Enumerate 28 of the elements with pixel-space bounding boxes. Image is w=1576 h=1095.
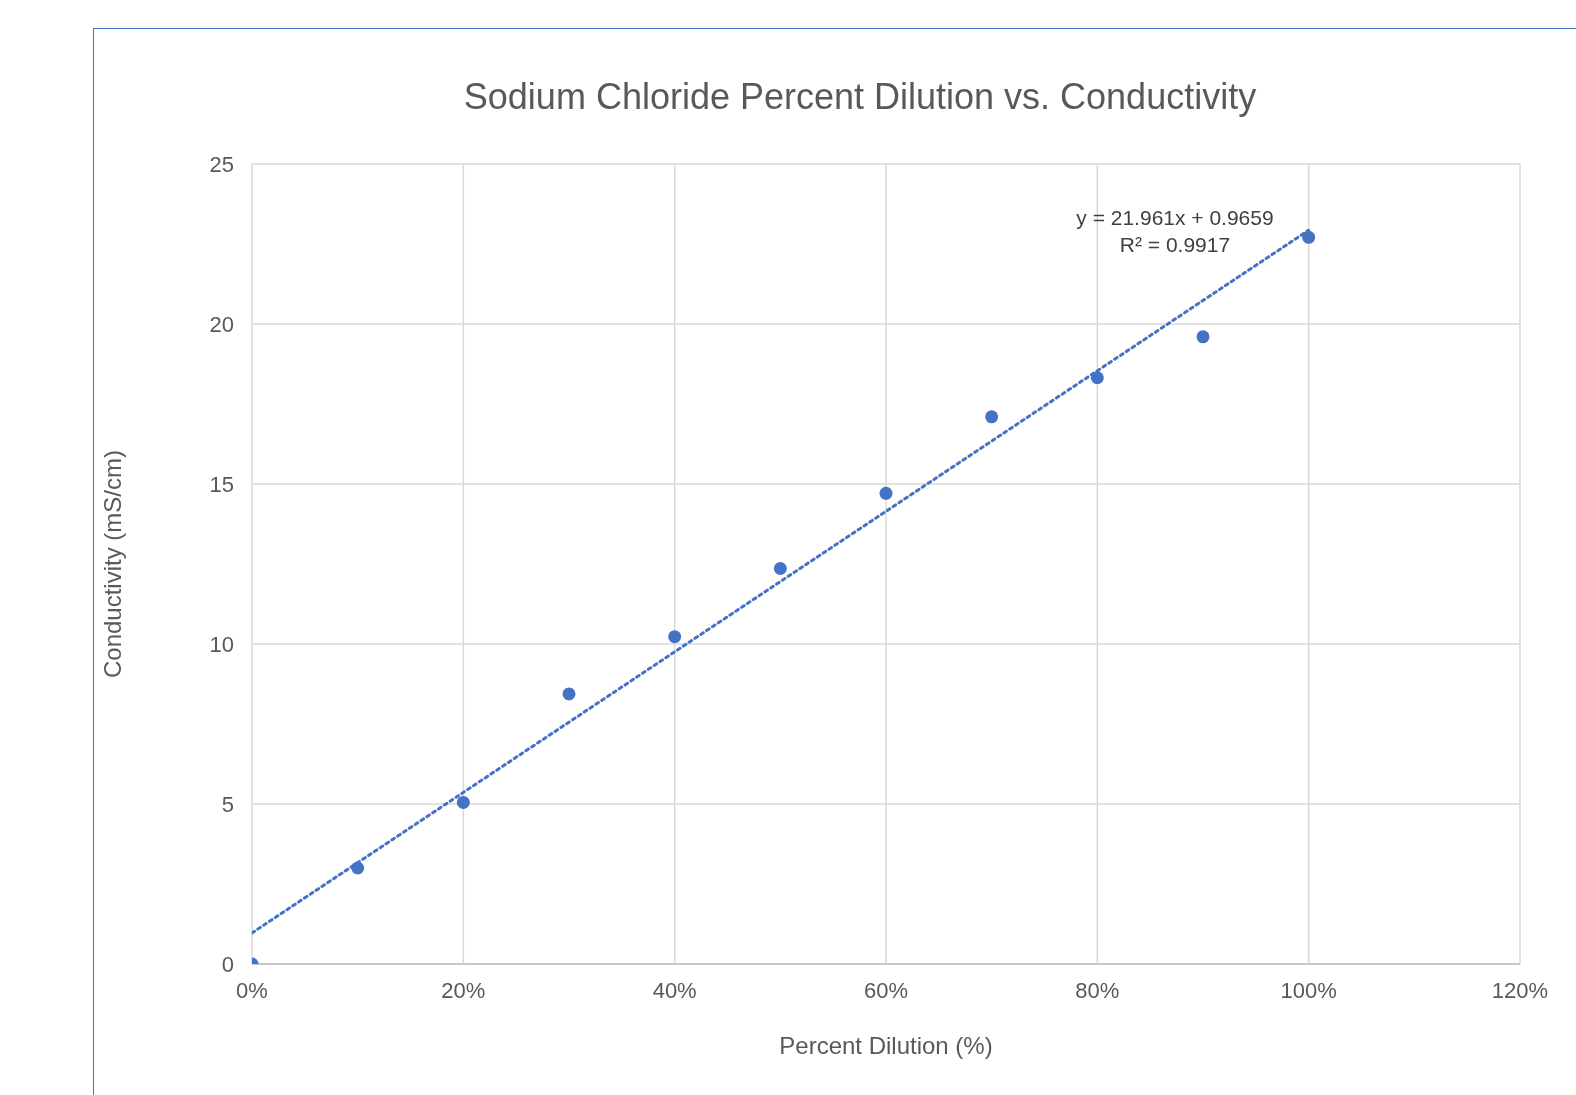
x-tick-label: 80%	[1075, 977, 1120, 1003]
point	[1196, 330, 1210, 344]
x-tick-label: 60%	[863, 977, 909, 1003]
x-tick-label: 120%	[1491, 977, 1549, 1003]
point	[879, 486, 893, 500]
y-axis-title: Conductivity (mS/cm)	[98, 449, 126, 679]
x-axis-title: Percent Dilution (%)	[779, 1032, 993, 1059]
chart-title: Sodium Chloride Percent Dilution vs. Conductivity	[462, 76, 1258, 118]
y-tick-label: 10	[209, 631, 234, 657]
y-tick-label: 20	[209, 311, 234, 337]
x-tick-label: 40%	[652, 977, 697, 1003]
point	[456, 795, 470, 809]
point	[562, 687, 576, 701]
annotation: R² = 0.9917	[1118, 232, 1232, 258]
y-tick-label: 5	[221, 791, 234, 817]
x-tick-label: 20%	[441, 977, 486, 1003]
y-tick-label: 0	[221, 951, 234, 977]
point	[1302, 230, 1316, 244]
point	[668, 630, 682, 644]
y-tick-label: 25	[209, 151, 234, 177]
point	[773, 561, 787, 575]
x-tick-label: 0%	[236, 977, 268, 1003]
y-tick-label: 15	[209, 471, 234, 497]
point	[985, 410, 999, 424]
x-tick-label: 100%	[1280, 977, 1337, 1003]
point	[1090, 371, 1104, 385]
annotation: y = 21.961x + 0.9659	[1075, 205, 1275, 231]
point	[351, 861, 365, 875]
